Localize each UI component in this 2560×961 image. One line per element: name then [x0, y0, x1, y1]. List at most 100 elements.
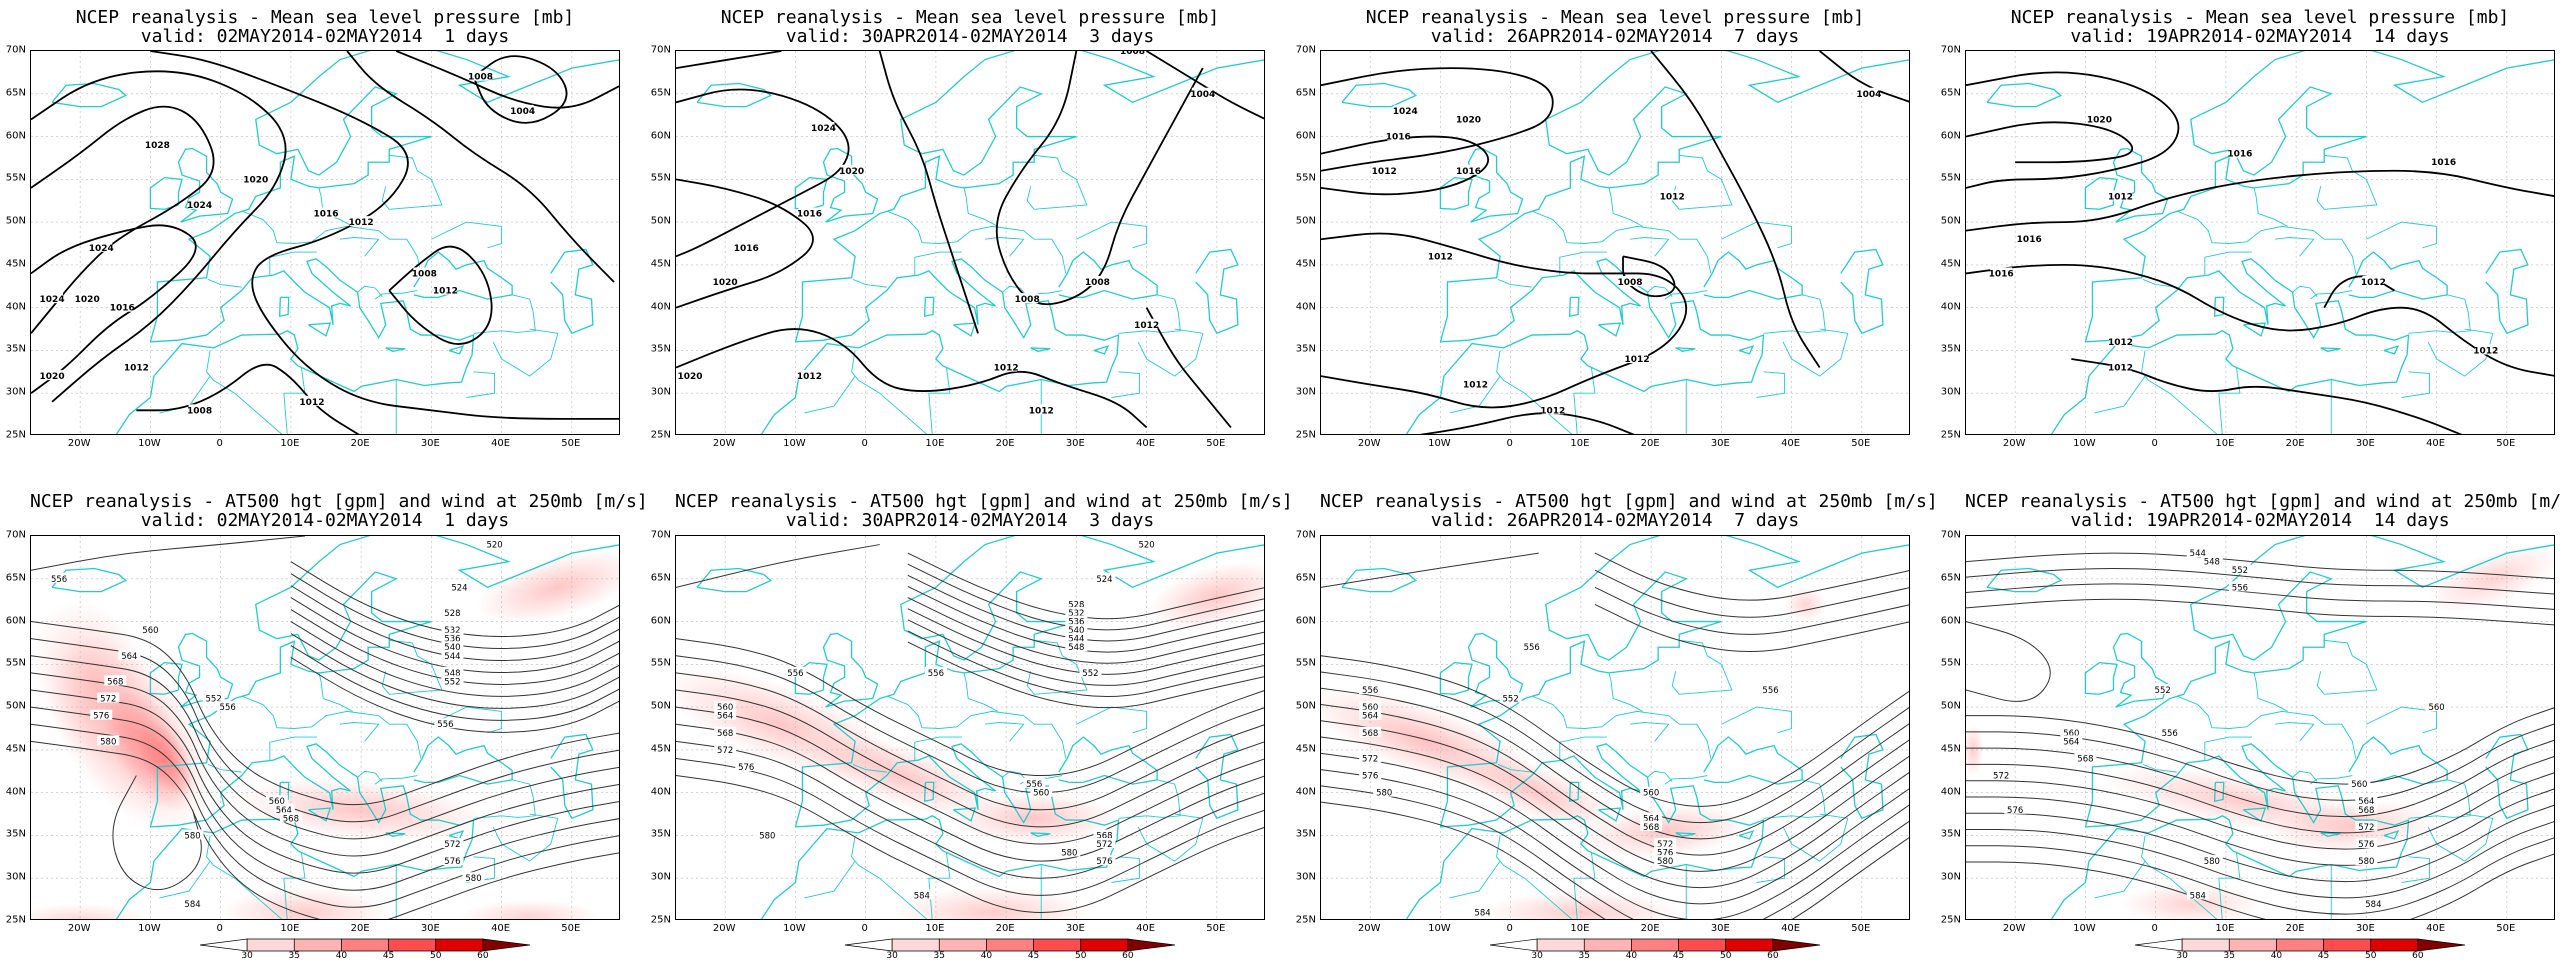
z500-panel: NCEP reanalysis - AT500 hgt [gpm] and wi…: [651, 0, 1293, 961]
contour-label: 580: [184, 831, 200, 841]
contour-label: 580: [2204, 857, 2220, 867]
coastlines: [51, 536, 619, 919]
contour-label: 584: [1474, 908, 1490, 918]
panel-valid-period: valid: 19APR2014-02MAY2014 14 days: [2070, 26, 2450, 47]
contour-label: 1016: [2227, 150, 2252, 160]
map-canvas: 1024 1020 1016 1012 1016 1012 1012 1008 1012 1012…: [1321, 51, 1909, 434]
contour-label: 556: [1362, 686, 1378, 696]
latitude-label: 35N: [650, 828, 671, 840]
colorbar-label: 35: [2223, 951, 2236, 961]
longitude-label: 20W: [712, 438, 736, 449]
contour-label: 572: [717, 746, 733, 756]
contour-label: 560: [1643, 789, 1659, 799]
latitude-label: 70N: [650, 44, 671, 56]
colorbar-swatch: [2276, 938, 2324, 952]
latitude-label: 30N: [1295, 386, 1316, 398]
contour-label: 520: [1138, 541, 1154, 551]
contour-label: 1012: [349, 218, 374, 228]
colorbar-label: 40: [2270, 951, 2283, 961]
colorbar-label: 60: [1122, 951, 1134, 961]
panel-title: NCEP reanalysis - AT500 hgt [gpm] and wi…: [1320, 491, 1938, 512]
jet-wind-shading: [136, 719, 193, 797]
contour-label: 1016: [734, 244, 759, 254]
contour-label: 572: [2358, 823, 2374, 833]
mslp-panel: NCEP reanalysis - Mean sea level pressur…: [1941, 0, 2555, 960]
jet-wind-shading: [476, 551, 619, 624]
colorbar-swatch: [1678, 938, 1727, 952]
contour-label: 1008: [187, 406, 212, 416]
latitude-label: 45N: [1295, 258, 1316, 270]
latitude-label: 50N: [650, 700, 671, 712]
longitude-label: 30E: [1710, 923, 1730, 934]
latitude-label: 45N: [1295, 743, 1316, 755]
jet-wind-shading: [2268, 800, 2437, 854]
longitude-label: 0: [2151, 923, 2158, 934]
contour-label: 1008: [1015, 295, 1040, 305]
contour-label: 1024: [811, 124, 836, 134]
colorbar-swatch: [1631, 938, 1679, 952]
colorbar-label: 40: [335, 951, 348, 961]
latitude-label: 30N: [5, 386, 26, 398]
contour-label: 536: [444, 635, 460, 645]
longitude-label: 10W: [783, 923, 806, 934]
latitude-label: 60N: [5, 615, 26, 627]
colorbar-label: 45: [1027, 951, 1040, 961]
z500-panel: NCEP reanalysis - AT500 hgt [gpm] and wi…: [1941, 0, 2560, 961]
longitude-label: 20W: [67, 438, 91, 449]
contour-label: 1008: [1618, 278, 1643, 288]
coastlines: [1341, 51, 1909, 434]
contour-label: 580: [759, 831, 775, 841]
longitude-label: 40E: [1136, 923, 1156, 934]
colorbar-swatch: [2181, 938, 2230, 952]
longitude-label: 20W: [1357, 438, 1381, 449]
coastlines: [1986, 51, 2554, 434]
latitude-label: 70N: [1940, 529, 1961, 541]
longitude-label: 40E: [491, 923, 511, 934]
latitude-label: 65N: [1940, 572, 1961, 584]
longitude-label: 10W: [2073, 923, 2096, 934]
map-canvas: 1020 1016 1016 1012 1016 1016 1012 1012 1012 1012: [1966, 51, 2554, 434]
latitude-label: 60N: [650, 615, 671, 627]
colorbar-label: 45: [1672, 951, 1685, 961]
contour-label: 572: [1657, 840, 1673, 850]
colorbar-swatch: [199, 938, 248, 952]
contour-label: 1016: [1456, 167, 1481, 177]
panel-title: NCEP reanalysis - AT500 hgt [gpm] and wi…: [675, 491, 1293, 512]
latitude-label: 55N: [650, 657, 671, 669]
contour-label: 556: [2232, 583, 2248, 593]
longitude-label: 50E: [2496, 923, 2516, 934]
contour-label: 1012: [1372, 167, 1397, 177]
wind-colorbar: [1489, 938, 1821, 952]
colorbar-label: 35: [933, 951, 946, 961]
longitude-label: 30E: [420, 923, 440, 934]
latitude-label: 65N: [5, 572, 26, 584]
colorbar-swatch: [1127, 938, 1176, 952]
contour-label: 1020: [2087, 115, 2112, 125]
longitude-label: 10E: [1570, 923, 1590, 934]
contour-label: 568: [1643, 823, 1659, 833]
panel-valid-period: valid: 26APR2014-02MAY2014 7 days: [1430, 26, 1800, 47]
panel-valid-period: valid: 02MAY2014-02MAY2014 1 days: [140, 26, 510, 47]
contour-label: 576: [1096, 857, 1112, 867]
contour-label: 572: [444, 840, 460, 850]
latitude-label: 35N: [650, 343, 671, 355]
contour-label: 1004: [1190, 90, 1215, 100]
longitude-label: 20E: [2285, 438, 2305, 449]
longitude-label: 20E: [995, 923, 1015, 934]
latitude-label: 65N: [1940, 87, 1961, 99]
contour-label: 1028: [145, 141, 170, 151]
contour-label: 568: [2077, 754, 2093, 764]
jet-wind-shading: [1966, 724, 1984, 776]
colorbar-swatch: [1772, 938, 1821, 952]
contour-label: 548: [2204, 558, 2220, 568]
contour-label: 576: [2007, 806, 2023, 816]
contour-label: 568: [107, 677, 123, 687]
latitude-label: 25N: [650, 429, 671, 441]
colorbar-swatch: [1080, 938, 1129, 952]
coastlines: [1341, 536, 1909, 919]
panel-title: NCEP reanalysis - AT500 hgt [gpm] and wi…: [1965, 491, 2560, 512]
contour-label: 540: [1068, 626, 1084, 636]
colorbar-swatch: [388, 938, 437, 952]
colorbar-swatch: [2323, 938, 2372, 952]
graticule: [1321, 536, 1909, 919]
